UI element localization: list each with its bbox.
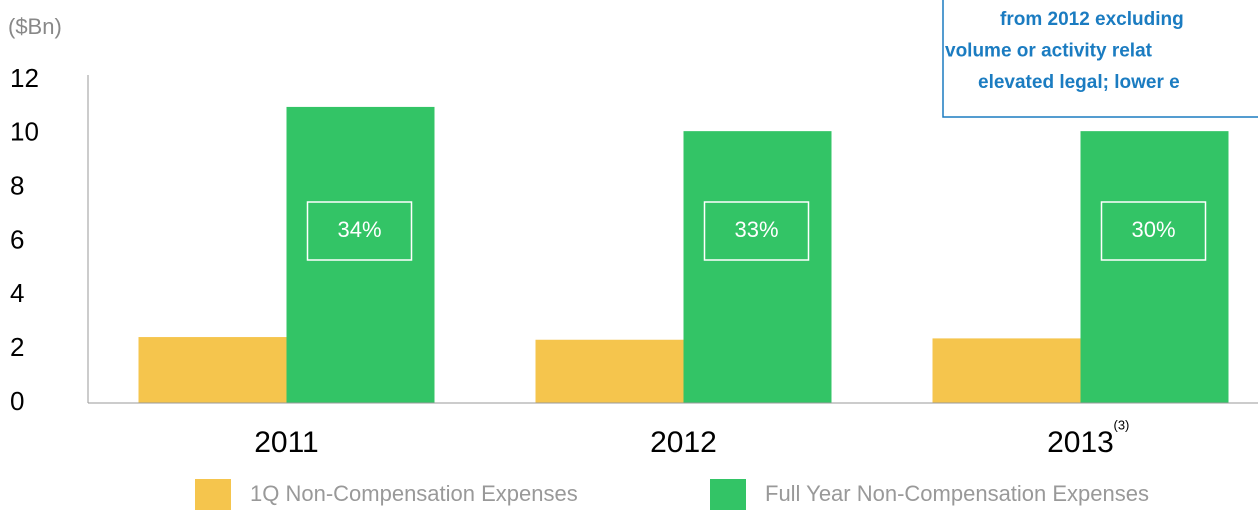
y-tick-label: 12	[10, 63, 39, 93]
callout-text: elevated legal; lower e	[978, 72, 1180, 93]
y-tick-label: 10	[10, 117, 39, 147]
callout-text: volume or activity relat	[945, 41, 1153, 62]
legend-label: Full Year Non-Compensation Expenses	[765, 481, 1149, 506]
bar-label-box	[703, 201, 810, 261]
bar	[138, 337, 287, 403]
y-tick-label: 2	[10, 332, 24, 362]
bar-label: 34%	[337, 217, 381, 242]
y-tick-label: 6	[10, 224, 24, 254]
y-tick-label: 8	[10, 171, 24, 201]
bar-label-box	[306, 201, 413, 261]
x-tick-label: 2013	[1047, 426, 1114, 459]
callout-box	[942, 0, 1258, 118]
bar-label: 30%	[1131, 217, 1175, 242]
legend-swatch	[195, 479, 231, 510]
y-axis-label: ($Bn)	[8, 14, 62, 39]
bar-label-box	[1100, 201, 1207, 261]
y-tick-label: 4	[10, 278, 24, 308]
footnote-marker: (3)	[1114, 417, 1130, 432]
bar-label: 33%	[734, 217, 778, 242]
x-tick-label: 2011	[254, 426, 319, 459]
y-tick-label: 0	[10, 386, 24, 416]
bar	[683, 131, 832, 403]
x-tick-label: 2012	[650, 426, 717, 459]
bar	[1080, 131, 1229, 403]
bar	[932, 338, 1081, 403]
callout-text: from 2012 excluding	[1000, 9, 1184, 30]
legend-swatch	[710, 479, 746, 510]
legend-label: 1Q Non-Compensation Expenses	[250, 481, 578, 506]
bar	[535, 339, 684, 403]
bar	[286, 106, 435, 404]
